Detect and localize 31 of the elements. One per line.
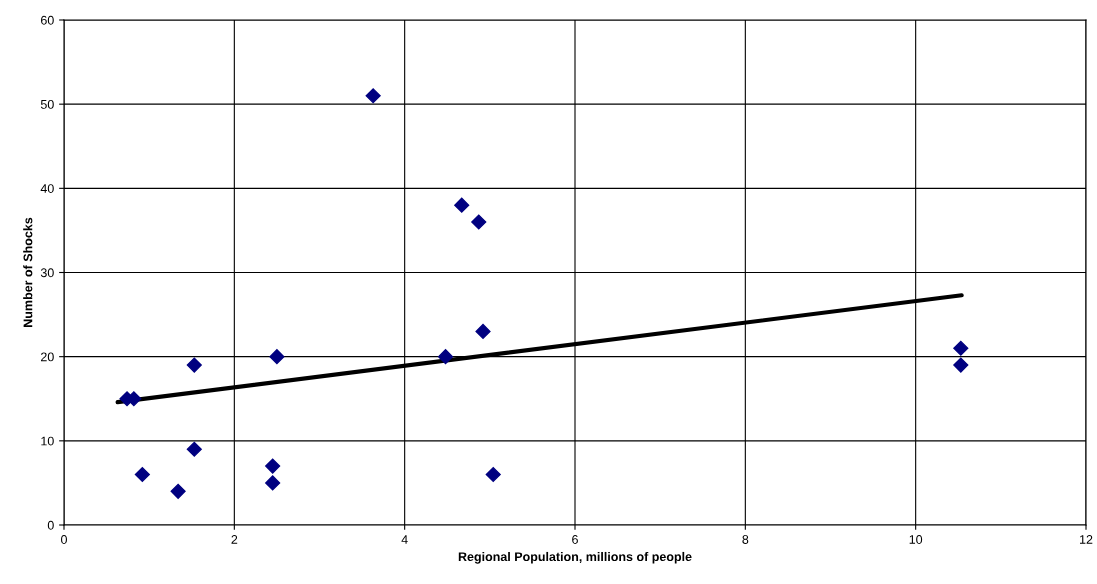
y-tick-label: 60: [41, 15, 54, 25]
y-tick-label: 10: [41, 436, 54, 446]
x-tick-label: 4: [401, 535, 408, 544]
point: [485, 466, 501, 483]
point: [265, 475, 281, 491]
x-axis-title: Regional Population, millions of people: [458, 551, 692, 564]
point: [454, 197, 470, 213]
y-tick-label: 40: [40, 184, 54, 193]
point: [186, 357, 202, 373]
y-tick-label: 30: [40, 268, 54, 278]
x-tick-label: 12: [1080, 535, 1093, 544]
point: [170, 483, 186, 499]
point: [186, 441, 202, 457]
y-axis-title: Number of Shocks: [23, 217, 33, 327]
x-tick-label: 0: [61, 535, 67, 544]
x-tick-label: 10: [909, 535, 923, 544]
point: [134, 466, 150, 483]
x-tick-label: 2: [231, 535, 238, 544]
y-tick-label: 0: [47, 520, 54, 530]
point: [437, 349, 454, 365]
point: [269, 349, 285, 365]
point: [953, 357, 969, 373]
y-tick-label: 20: [41, 352, 54, 362]
x-tick-label: 8: [742, 535, 749, 544]
point: [265, 458, 281, 474]
y-tick-label: 50: [40, 99, 54, 109]
point: [365, 88, 381, 104]
point: [953, 340, 969, 356]
point: [475, 323, 491, 339]
point: [471, 214, 487, 230]
x-tick-label: 6: [572, 535, 578, 544]
